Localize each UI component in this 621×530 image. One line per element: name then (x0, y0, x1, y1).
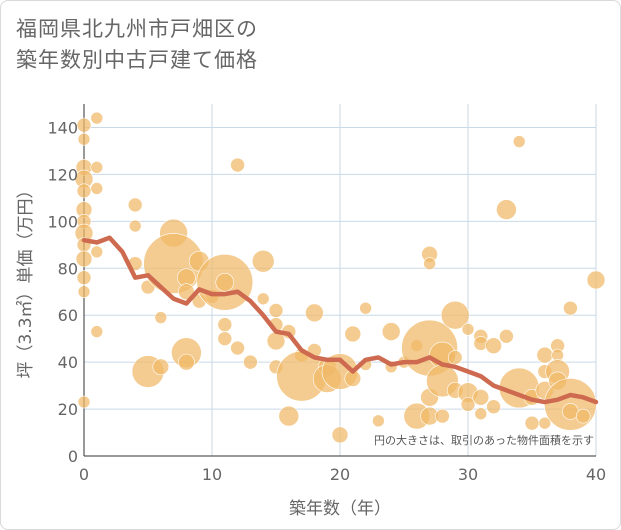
x-tick-label: 20 (330, 465, 350, 484)
bubble-point (496, 199, 517, 220)
bubble-point (217, 317, 233, 332)
bubble-point (152, 358, 170, 376)
bubble-point (563, 300, 578, 316)
bubble-point (76, 270, 92, 285)
bubble-point (77, 395, 91, 409)
bubble-point (485, 337, 502, 355)
bubble-point (90, 245, 104, 259)
x-tick-label: 0 (79, 465, 89, 484)
bubble-point (76, 117, 92, 133)
y-tick-label: 120 (47, 165, 78, 184)
x-tick-label: 40 (586, 465, 606, 484)
bubble-point (76, 183, 92, 199)
bubble-point (331, 426, 349, 444)
bubble-point (536, 346, 554, 364)
bubble-point (461, 322, 475, 336)
y-tick-label: 80 (58, 259, 78, 278)
bubble-point (178, 353, 195, 371)
y-tick-label: 40 (58, 353, 78, 372)
y-axis-label: 坪（3.3㎡）単価（万円） (16, 181, 36, 378)
y-tick-label: 0 (68, 447, 78, 466)
bubble-point (305, 303, 324, 323)
bubble-point (538, 416, 552, 430)
bubble-point (512, 135, 526, 148)
y-tick-label: 100 (47, 212, 78, 231)
bubble-point (278, 405, 300, 427)
bubble-point (472, 389, 490, 406)
bubble-point (423, 257, 436, 270)
bubble-point (230, 340, 245, 356)
bubble-point (435, 408, 450, 424)
bubble-point (586, 270, 606, 290)
bubble-point (381, 322, 401, 341)
bubble-point (217, 331, 233, 346)
title-line-1: 福岡県北九州市戸畑区の (16, 17, 258, 41)
bubble-point (372, 414, 385, 428)
bubble-point (460, 397, 476, 412)
bubble-point (90, 325, 104, 338)
bubble-point (90, 111, 104, 125)
bubble-point (268, 303, 284, 318)
bubble-point (90, 161, 104, 174)
bubble-point (90, 182, 104, 195)
average-price-line (81, 235, 599, 405)
bubble-point (154, 311, 168, 324)
bubble-point (440, 300, 470, 330)
title-line-2: 築年数別中古戸建て価格 (16, 48, 258, 72)
bubble-point (499, 329, 514, 344)
bubble-point (243, 354, 258, 370)
bubble-point (344, 325, 362, 343)
y-tick-label: 60 (58, 306, 78, 325)
bubble-point (230, 157, 245, 173)
bubble-point (75, 250, 93, 268)
bubble-point (77, 285, 91, 299)
bubble-point (127, 197, 143, 213)
bubble-point (359, 301, 372, 315)
bubble-point (575, 408, 591, 424)
y-tick-label: 20 (58, 400, 78, 419)
bubble-point (474, 407, 488, 421)
bubble-point (128, 219, 142, 233)
x-tick-label: 10 (202, 465, 222, 484)
bubble-point (77, 132, 91, 146)
bubble-point (215, 273, 235, 292)
y-tick-label: 140 (47, 118, 78, 137)
bubble-point (251, 249, 275, 273)
chart-title: 福岡県北九州市戸畑区の 築年数別中古戸建て価格 (16, 14, 258, 76)
bubble-point (447, 350, 463, 365)
x-axis-label: 築年数（年） (289, 499, 391, 519)
bubble-point (486, 399, 501, 415)
bubble-point (256, 292, 270, 306)
bubble-point (524, 415, 540, 431)
bubble-size-note: 円の大きさは、取引のあった物件面積を示す (374, 433, 594, 447)
x-tick-label: 30 (458, 465, 478, 484)
